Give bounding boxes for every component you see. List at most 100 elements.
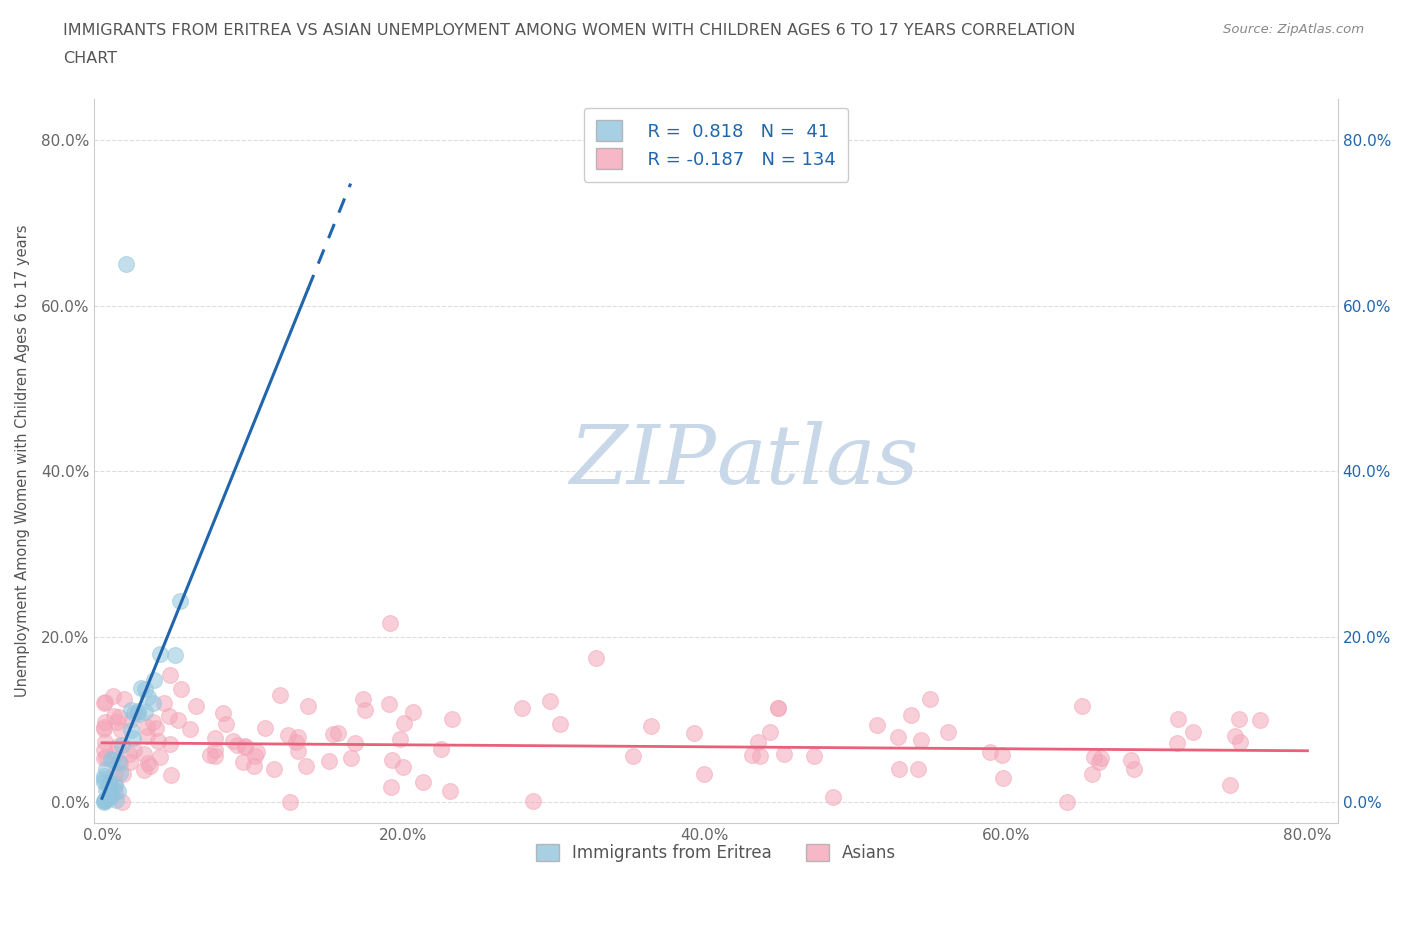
- Point: [98, 790, 121, 805]
- Point: [887, 762, 910, 777]
- Point: [153, 696, 176, 711]
- Point: [318, 754, 340, 769]
- Point: [246, 745, 269, 760]
- Point: [93, 720, 115, 735]
- Point: [328, 725, 350, 740]
- Point: [1070, 699, 1092, 714]
- Point: [129, 680, 152, 695]
- Point: [149, 750, 172, 764]
- Point: [1181, 725, 1204, 740]
- Point: [287, 744, 309, 759]
- Point: [1249, 712, 1271, 727]
- Point: [94, 715, 117, 730]
- Point: [1090, 751, 1112, 765]
- Point: [104, 776, 127, 790]
- Point: [166, 712, 188, 727]
- Point: [122, 742, 145, 757]
- Point: [111, 795, 134, 810]
- Point: [439, 784, 461, 799]
- Y-axis label: Unemployment Among Women with Children Ages 6 to 17 years: Unemployment Among Women with Children A…: [15, 225, 30, 698]
- Point: [979, 745, 1001, 760]
- Point: [94, 694, 117, 709]
- Point: [98, 776, 121, 790]
- Point: [1229, 735, 1251, 750]
- Point: [134, 705, 156, 720]
- Point: [93, 768, 115, 783]
- Point: [287, 730, 309, 745]
- Point: [136, 720, 159, 735]
- Point: [159, 668, 181, 683]
- Point: [741, 747, 763, 762]
- Point: [910, 733, 932, 748]
- Point: [184, 698, 207, 713]
- Point: [101, 688, 124, 703]
- Point: [112, 766, 135, 781]
- Point: [295, 758, 318, 773]
- Point: [243, 759, 266, 774]
- Point: [354, 703, 377, 718]
- Point: [1167, 711, 1189, 726]
- Point: [118, 754, 141, 769]
- Point: [412, 775, 434, 790]
- Point: [402, 704, 425, 719]
- Point: [803, 749, 825, 764]
- Point: [907, 762, 929, 777]
- Point: [222, 734, 245, 749]
- Point: [225, 737, 247, 752]
- Point: [104, 765, 127, 780]
- Point: [233, 739, 256, 754]
- Point: [1123, 761, 1146, 776]
- Point: [253, 720, 276, 735]
- Point: [110, 765, 132, 780]
- Point: [93, 735, 115, 750]
- Point: [118, 747, 141, 762]
- Point: [111, 737, 134, 752]
- Point: [120, 703, 142, 718]
- Point: [136, 729, 159, 744]
- Point: [104, 747, 127, 762]
- Point: [93, 695, 115, 710]
- Point: [169, 594, 191, 609]
- Point: [766, 701, 789, 716]
- Point: [179, 722, 201, 737]
- Point: [157, 709, 180, 724]
- Text: atlas: atlas: [716, 421, 918, 501]
- Text: CHART: CHART: [63, 51, 117, 66]
- Point: [322, 727, 344, 742]
- Point: [159, 737, 181, 751]
- Point: [339, 751, 361, 765]
- Point: [138, 755, 160, 770]
- Point: [127, 707, 149, 722]
- Point: [100, 787, 122, 802]
- Point: [98, 788, 121, 803]
- Point: [394, 716, 416, 731]
- Point: [212, 706, 235, 721]
- Point: [97, 787, 120, 802]
- Point: [93, 794, 115, 809]
- Point: [866, 717, 889, 732]
- Point: [115, 257, 138, 272]
- Point: [93, 722, 115, 737]
- Point: [233, 738, 256, 753]
- Point: [108, 756, 131, 771]
- Point: [107, 738, 129, 753]
- Point: [100, 752, 122, 767]
- Point: [120, 723, 142, 737]
- Point: [136, 689, 159, 704]
- Point: [100, 780, 122, 795]
- Point: [94, 762, 117, 777]
- Point: [93, 795, 115, 810]
- Point: [352, 691, 374, 706]
- Point: [585, 651, 607, 666]
- Point: [163, 648, 186, 663]
- Point: [1166, 736, 1188, 751]
- Point: [621, 748, 644, 763]
- Point: [103, 708, 125, 723]
- Point: [768, 700, 790, 715]
- Point: [93, 772, 115, 787]
- Point: [121, 711, 143, 726]
- Point: [380, 779, 402, 794]
- Point: [381, 753, 404, 768]
- Point: [145, 721, 167, 736]
- Point: [104, 778, 127, 793]
